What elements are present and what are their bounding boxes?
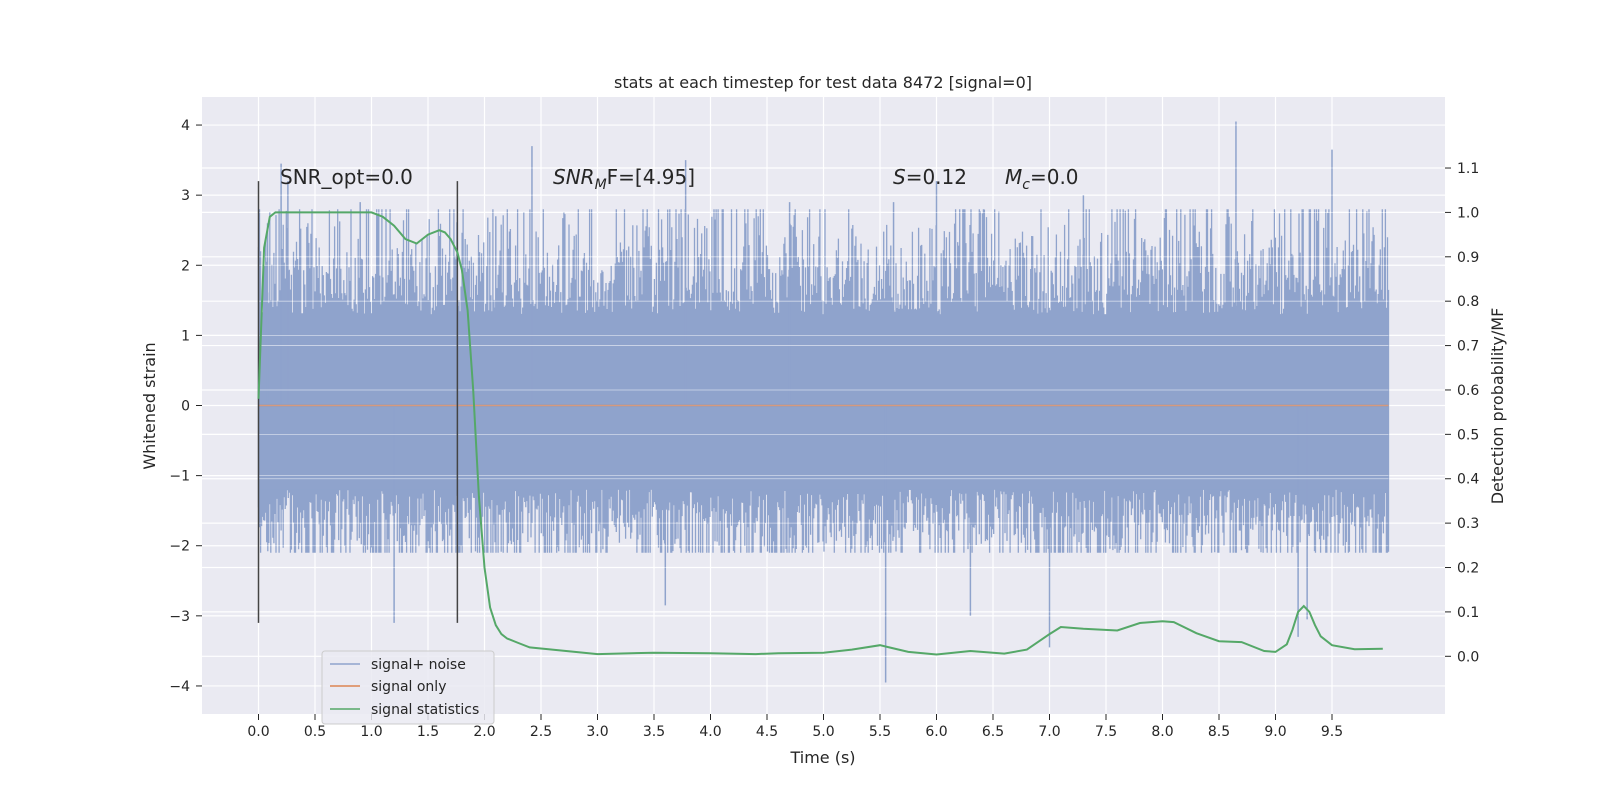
x-tick-label: 3.0 — [586, 724, 608, 740]
x-tick-label: 8.5 — [1208, 724, 1230, 740]
x-tick-label: 9.0 — [1264, 724, 1286, 740]
x-tick-label: 2.0 — [473, 724, 495, 740]
y-tick-label: −1 — [169, 469, 190, 485]
y2-tick-label: 0.2 — [1457, 561, 1479, 577]
y-tick-label: −3 — [169, 609, 190, 625]
chart-title: stats at each timestep for test data 847… — [614, 73, 1032, 92]
x-tick-label: 4.5 — [756, 724, 778, 740]
noise-core-band — [258, 314, 1389, 490]
x-tick-label: 7.0 — [1038, 724, 1060, 740]
snr-mf-symbol: SNR — [553, 165, 595, 189]
y2-tick-label: 0.4 — [1457, 472, 1479, 488]
x-tick-label: 0.0 — [247, 724, 269, 740]
y2-tick-label: 0.7 — [1457, 339, 1479, 355]
snr-mf-subscript: M — [595, 177, 607, 193]
mc-value: =0.0 — [1030, 165, 1079, 189]
x-tick-label: 0.5 — [304, 724, 326, 740]
x-tick-label: 9.5 — [1321, 724, 1343, 740]
y2-tick-label: 0.8 — [1457, 294, 1479, 310]
x-tick-label: 5.0 — [812, 724, 834, 740]
x-tick-label: 3.5 — [643, 724, 665, 740]
y2-axis-label: Detection probability/MF — [1488, 308, 1507, 505]
y2-tick-label: 0.3 — [1457, 516, 1479, 532]
y-tick-label: −4 — [169, 679, 190, 695]
x-tick-label: 1.0 — [360, 724, 382, 740]
annotation-snr-mf: SNRMF=[4.95] — [553, 165, 695, 193]
x-tick-label: 5.5 — [869, 724, 891, 740]
y2-tick-label: 0.5 — [1457, 427, 1479, 443]
x-tick-label: 7.5 — [1095, 724, 1117, 740]
y2-axis-ticks: 1.1 1.0 0.9 0.8 0.7 0.6 0.5 0.4 0.3 0.2 0.1 0.0 — [1445, 161, 1479, 665]
x-axis-label: Time (s) — [789, 748, 855, 767]
y2-tick-label: 0.6 — [1457, 383, 1479, 399]
x-axis-ticks: 0.0 0.5 1.0 1.5 2.0 2.5 3.0 3.5 4.0 4.5 5.0 5.5 6.0 6… — [247, 714, 1343, 740]
y2-tick-label: 1.0 — [1457, 205, 1479, 221]
y2-tick-label: 0.1 — [1457, 605, 1479, 621]
y-tick-label: 0 — [181, 399, 190, 415]
mc-symbol: M — [1005, 165, 1022, 189]
y2-tick-label: 1.1 — [1457, 161, 1479, 177]
y2-tick-label: 0.9 — [1457, 250, 1479, 266]
annotation-snr-opt: SNR_opt=0.0 — [280, 165, 413, 189]
y-axis-ticks: 4 3 2 1 0 −1 −2 −3 −4 — [169, 118, 202, 695]
y2-tick-label: 0.0 — [1457, 649, 1479, 665]
x-tick-label: 6.0 — [925, 724, 947, 740]
s-symbol: S — [893, 165, 906, 189]
x-tick-label: 4.0 — [699, 724, 721, 740]
y-axis-label: Whitened strain — [140, 342, 159, 469]
snr-mf-value: F=[4.95] — [607, 165, 695, 189]
legend: signal+ noise signal only signal statist… — [321, 650, 495, 725]
annotation-mc: Mc=0.0 — [1005, 165, 1079, 193]
signal-statistics-line — [257, 211, 1383, 656]
y-tick-label: −2 — [169, 539, 190, 555]
x-tick-label: 8.0 — [1151, 724, 1173, 740]
x-tick-label: 6.5 — [982, 724, 1004, 740]
y-tick-label: 4 — [181, 118, 190, 134]
legend-label-signal-only: signal only — [371, 679, 446, 695]
signal-statistics-series — [257, 211, 1383, 656]
x-tick-label: 1.5 — [417, 724, 439, 740]
legend-box — [321, 650, 495, 725]
legend-label-signal-statistics: signal statistics — [371, 702, 479, 718]
y-tick-label: 1 — [181, 328, 190, 344]
s-value: =0.12 — [906, 165, 967, 189]
legend-label-signal-noise: signal+ noise — [371, 657, 466, 673]
mc-subscript: c — [1022, 177, 1030, 193]
annotation-s: S=0.12 — [893, 165, 967, 189]
x-tick-label: 2.5 — [530, 724, 552, 740]
y-tick-label: 3 — [181, 188, 190, 204]
y-tick-label: 2 — [181, 258, 190, 274]
